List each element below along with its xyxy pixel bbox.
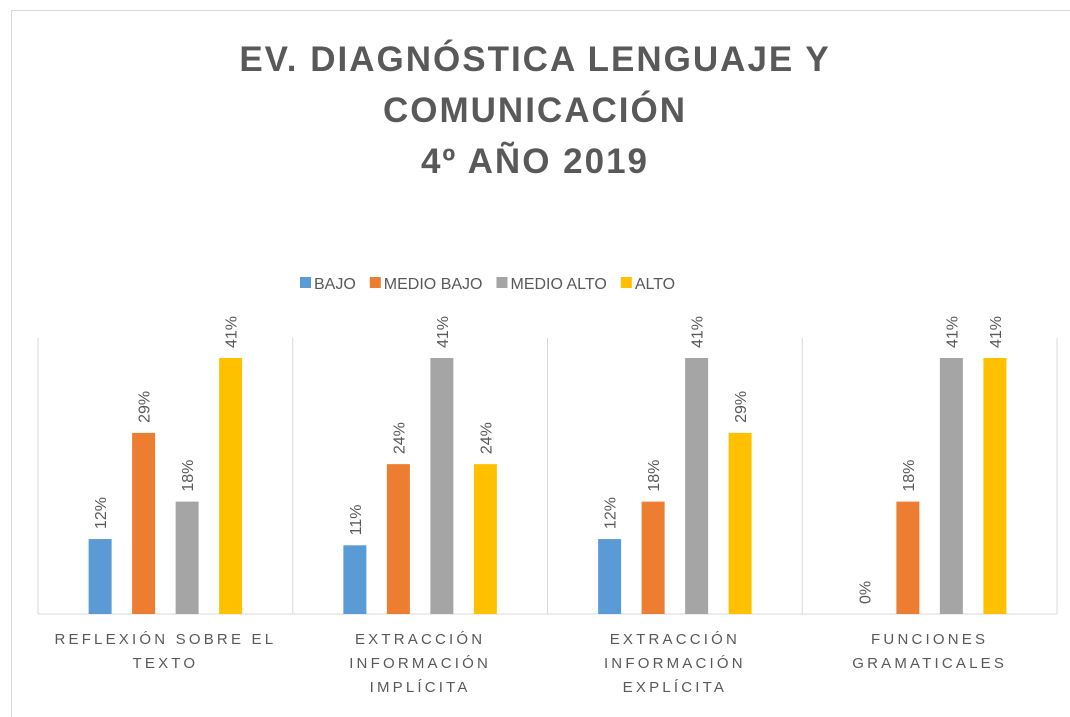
data-label: 24% xyxy=(478,422,495,454)
legend-label: BAJO xyxy=(314,276,356,293)
bar xyxy=(641,501,665,614)
bar xyxy=(896,501,920,614)
bar xyxy=(598,539,622,614)
data-label: 0% xyxy=(857,581,874,604)
data-label: 41% xyxy=(435,316,452,348)
x-tick-label: REFLEXIÓN SOBRE EL TEXTO xyxy=(54,631,277,672)
legend-swatch xyxy=(496,277,508,288)
chart-title: EV. DIAGNÓSTICA LENGUAJE Y COMUNICACIÓN … xyxy=(239,40,831,181)
bar xyxy=(88,539,112,614)
data-label: 41% xyxy=(224,316,241,348)
bar xyxy=(983,358,1007,614)
data-label: 11% xyxy=(348,504,365,535)
legend-label: MEDIO ALTO xyxy=(510,276,606,293)
data-label: 29% xyxy=(137,391,154,423)
legend-swatch xyxy=(620,277,632,288)
bar xyxy=(939,358,963,614)
bar xyxy=(728,432,752,614)
bar xyxy=(343,545,367,614)
bar xyxy=(685,358,709,614)
bar xyxy=(175,501,199,614)
x-tick-label: FUNCIONES GRAMATICALES xyxy=(852,631,1008,672)
data-label: 41% xyxy=(944,316,961,348)
legend-swatch xyxy=(369,277,381,288)
data-label: 29% xyxy=(733,391,750,423)
legend-label: ALTO xyxy=(635,276,675,293)
legend-label: MEDIO BAJO xyxy=(384,276,483,293)
data-label: 41% xyxy=(690,316,707,348)
bar xyxy=(386,464,410,614)
data-label: 12% xyxy=(603,497,620,529)
data-label: 12% xyxy=(93,497,110,529)
x-tick-label: EXTRACCIÓN INFORMACIÓN EXPLÍCITA xyxy=(603,631,746,696)
legend-swatch xyxy=(300,277,311,288)
data-label: 41% xyxy=(988,316,1005,348)
data-label: 24% xyxy=(391,422,408,454)
frame xyxy=(11,10,1070,717)
bar xyxy=(473,464,497,614)
bar xyxy=(132,432,156,614)
bar xyxy=(219,358,243,614)
data-label: 18% xyxy=(646,460,663,492)
x-tick-label: EXTRACCIÓN INFORMACIÓN IMPLÍCITA xyxy=(349,631,492,696)
bar xyxy=(430,358,454,614)
data-label: 18% xyxy=(180,460,197,492)
data-label: 18% xyxy=(901,460,918,492)
